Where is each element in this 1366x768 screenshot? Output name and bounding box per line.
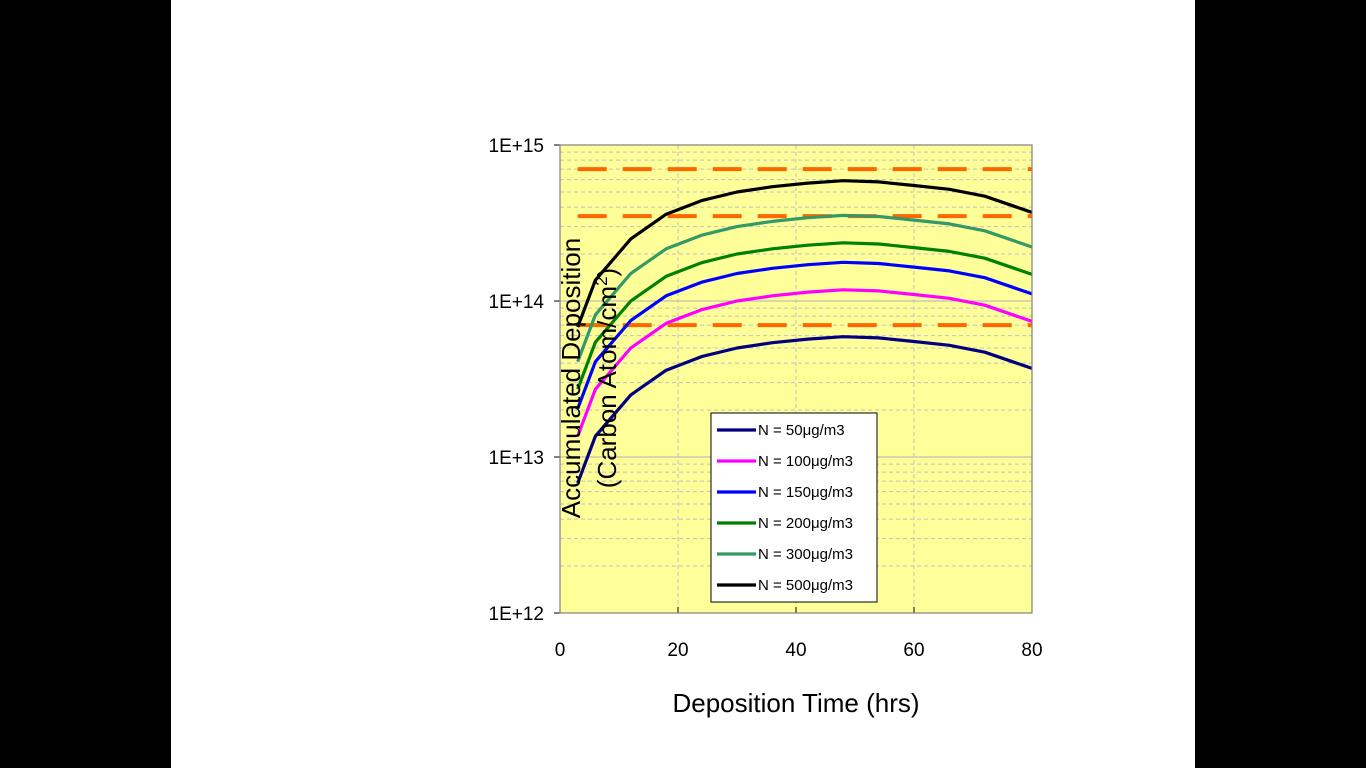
legend-label: N = 50μg/m3 (758, 422, 845, 439)
x-tick-labels: 0 20 40 60 80 (555, 640, 1043, 661)
x-tick-label: 60 (903, 640, 924, 661)
legend-label: N = 500μg/m3 (758, 577, 853, 594)
y-axis-title-line1: Accumulated Deposition (556, 238, 586, 518)
series-line (576, 335, 1033, 484)
y-tick-label: 1E+14 (489, 292, 545, 313)
y-axis-title-suffix: ) (592, 268, 622, 277)
legend-item: N = 100μg/m3 (717, 453, 853, 470)
y-tick-label: 1E+12 (489, 604, 544, 625)
plot-border (559, 144, 1033, 614)
x-tick-label: 40 (785, 640, 806, 661)
x-tick-label: 80 (1021, 640, 1042, 661)
y-axis-title-superscript: 2 (592, 276, 611, 285)
legend-item: N = 50μg/m3 (717, 422, 845, 439)
legend-item: N = 300μg/m3 (717, 546, 853, 563)
x-tick-label: 20 (667, 640, 688, 661)
legend-label: N = 200μg/m3 (758, 515, 853, 532)
y-tick-label: 1E+15 (489, 136, 544, 157)
legend-item: N = 150μg/m3 (717, 484, 853, 501)
chart: 1E+12 1E+13 1E+14 1E+15 0 20 40 60 80 Depositio… (489, 136, 1043, 718)
legend-label: N = 150μg/m3 (758, 484, 853, 501)
x-axis-title: Deposition Time (hrs) (672, 688, 919, 718)
y-tick-label: 1E+13 (489, 448, 544, 469)
slide: 1E+12 1E+13 1E+14 1E+15 0 20 40 60 80 Depositio… (171, 0, 1195, 768)
y-axis-title-prefix: (Carbon Atom/cm (592, 286, 622, 488)
x-tick-label: 0 (555, 640, 566, 661)
series-line (576, 179, 1033, 328)
y-tick-labels: 1E+12 1E+13 1E+14 1E+15 (489, 136, 545, 625)
legend-item: N = 200μg/m3 (717, 515, 853, 532)
legend-box (710, 412, 878, 603)
legend-label: N = 100μg/m3 (758, 453, 853, 470)
y-axis-title-line2: (Carbon Atom/cm2) (592, 268, 623, 488)
legend-item: N = 500μg/m3 (717, 577, 853, 594)
series-line (576, 288, 1033, 437)
legend: N = 50μg/m3 N = 100μg/m3 N = 150μg/m3 N = 2… (710, 412, 878, 603)
series-line (576, 241, 1033, 390)
legend-label: N = 300μg/m3 (758, 546, 853, 563)
series-line (576, 260, 1033, 410)
reference-lines (577, 167, 1032, 328)
series-lines (576, 179, 1033, 484)
y-axis-title: Accumulated Deposition (Carbon Atom/cm2) (556, 238, 622, 518)
series-line (576, 213, 1033, 363)
